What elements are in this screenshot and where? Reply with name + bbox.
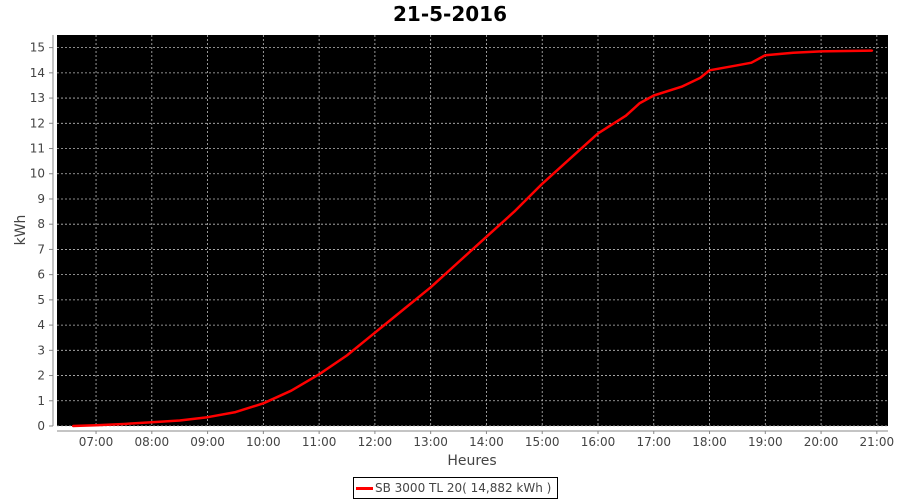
y-tick-label: 3	[37, 343, 45, 357]
data-point	[736, 64, 739, 67]
legend-swatch	[356, 486, 373, 490]
data-point	[708, 69, 711, 72]
y-tick-label: 1	[37, 394, 45, 408]
series-line	[72, 49, 873, 428]
x-tick-label: 18:00	[692, 435, 727, 449]
y-tick-label: 13	[30, 91, 45, 105]
x-tick-label: 11:00	[302, 435, 337, 449]
x-tick-label: 20:00	[804, 435, 839, 449]
chart-title: 21-5-2016	[392, 2, 507, 26]
data-point	[764, 54, 767, 57]
data-point	[234, 411, 237, 414]
data-point	[346, 354, 349, 357]
data-point	[792, 51, 795, 54]
y-tick-label: 9	[37, 192, 45, 206]
x-tick-label: 09:00	[190, 435, 225, 449]
legend-label: SB 3000 TL 20( 14,882 kWh )	[375, 481, 552, 495]
data-point	[318, 373, 321, 376]
data-point	[262, 402, 265, 405]
data-point	[373, 331, 376, 334]
y-tick-label: 15	[30, 41, 45, 55]
y-tick-label: 2	[37, 369, 45, 383]
data-point	[485, 235, 488, 238]
data-point	[569, 157, 572, 160]
data-point	[652, 94, 655, 97]
data-point	[750, 61, 753, 64]
y-tick-label: 4	[37, 318, 45, 332]
y-tick-label: 14	[30, 66, 45, 80]
data-point	[624, 114, 627, 117]
data-point	[150, 421, 153, 424]
axes	[49, 35, 888, 434]
data-point	[513, 210, 516, 213]
data-point	[457, 261, 460, 264]
data-point	[871, 49, 874, 52]
data-point	[71, 425, 74, 427]
data-point	[178, 419, 181, 422]
y-tick-label: 10	[30, 167, 45, 181]
x-tick-label: 16:00	[581, 435, 616, 449]
y-tick-label: 12	[30, 116, 45, 130]
y-tick-label: 8	[37, 217, 45, 231]
data-point	[541, 182, 544, 185]
data-point	[401, 308, 404, 311]
x-tick-label: 21:00	[860, 435, 895, 449]
y-axis-label: kWh	[13, 215, 29, 246]
y-tick-label: 6	[37, 268, 45, 282]
x-tick-label: 19:00	[748, 435, 783, 449]
x-tick-label: 14:00	[469, 435, 504, 449]
x-tick-label: 13:00	[413, 435, 448, 449]
legend: SB 3000 TL 20( 14,882 kWh )	[353, 477, 559, 499]
x-tick-label: 07:00	[79, 435, 114, 449]
y-tick-label: 5	[37, 293, 45, 307]
plot-area	[57, 35, 888, 426]
data-point	[596, 132, 599, 135]
x-tick-label: 12:00	[358, 435, 393, 449]
x-tick-label: 08:00	[135, 435, 170, 449]
data-point	[429, 286, 432, 289]
data-point	[122, 422, 125, 425]
data-point	[820, 50, 823, 53]
x-axis-label: Heures	[447, 453, 496, 469]
series-layer	[71, 49, 874, 428]
x-tick-label: 17:00	[636, 435, 671, 449]
x-tick-labels: 07:00 08:00 09:00 10:00 11:00 12:00 13:00 14:00…	[79, 435, 894, 449]
y-tick-label: 0	[37, 419, 45, 433]
data-point	[680, 85, 683, 88]
data-point	[95, 424, 98, 427]
grid	[57, 35, 888, 427]
data-point	[699, 76, 702, 79]
y-tick-label: 7	[37, 242, 45, 256]
data-point	[206, 416, 209, 419]
x-tick-label: 10:00	[246, 435, 281, 449]
y-tick-label: 11	[30, 142, 45, 156]
data-point	[290, 389, 293, 392]
x-tick-label: 15:00	[525, 435, 560, 449]
data-point	[638, 102, 641, 105]
